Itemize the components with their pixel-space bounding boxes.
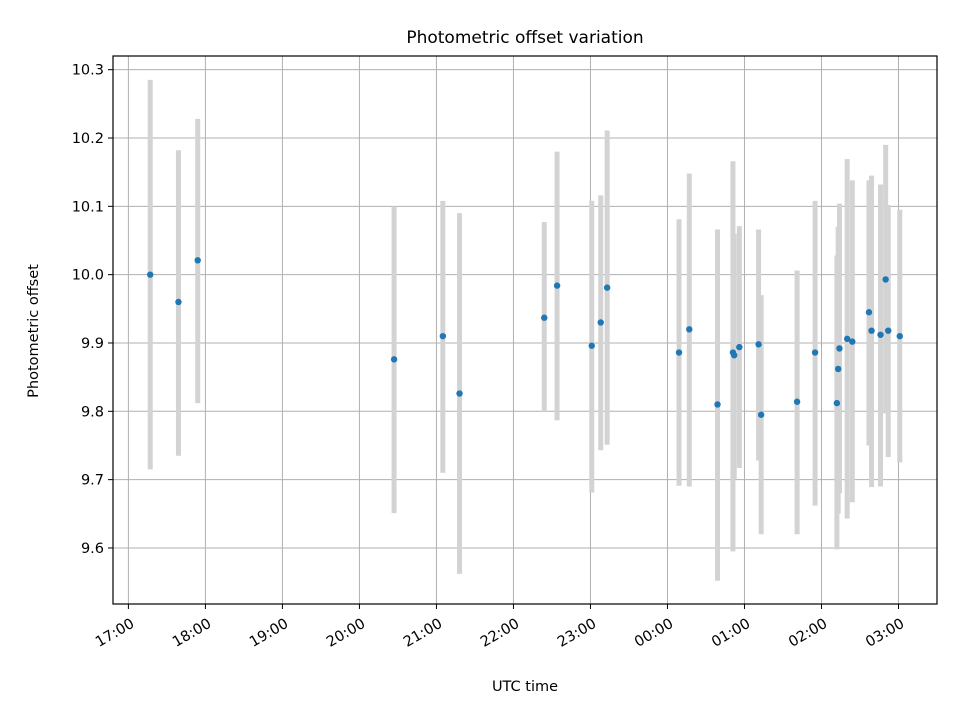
data-point [390, 356, 398, 363]
data-point [833, 399, 841, 407]
data-point [714, 401, 721, 408]
plot-frame [112, 55, 938, 605]
data-point [882, 276, 889, 283]
data-point [811, 349, 819, 356]
y-axis-title: Photometric offset [26, 264, 42, 398]
data-point [675, 349, 683, 356]
data-point [736, 343, 743, 351]
data-point [877, 331, 884, 338]
data-point [896, 332, 903, 340]
data-point [731, 352, 738, 359]
y-tick-label: 10.0 [72, 268, 104, 284]
data-point [843, 335, 851, 343]
data-point [865, 309, 873, 316]
data-point [541, 314, 548, 321]
data-point [755, 341, 762, 348]
data-point [757, 411, 765, 418]
x-axis-title: UTC time [492, 679, 558, 695]
data-point [175, 298, 182, 306]
data-point [553, 282, 561, 289]
data-point [793, 398, 801, 405]
data-point [885, 327, 892, 334]
y-tick-label: 10.1 [72, 199, 104, 215]
chart-title: Photometric offset variation [406, 28, 643, 48]
y-tick-label: 9.9 [81, 336, 104, 352]
y-tick-label: 9.6 [81, 541, 104, 557]
data-point [194, 257, 201, 264]
data-point [868, 327, 875, 334]
y-tick-label: 10.3 [72, 63, 104, 79]
data-point [456, 390, 463, 397]
data-point [834, 365, 842, 373]
data-point [147, 271, 154, 278]
data-point [603, 284, 611, 291]
data-point [597, 319, 604, 326]
y-tick-label: 9.8 [81, 404, 104, 420]
data-points [147, 257, 903, 418]
data-point [588, 342, 595, 349]
y-tick-label: 10.2 [72, 131, 104, 147]
data-point [439, 332, 447, 340]
y-tick-label: 9.7 [81, 473, 104, 489]
y-ticks: 9.6 9.7 9.8 9.9 10.0 10.1 10.2 10.3 [72, 63, 113, 557]
data-point [849, 338, 856, 345]
data-point [686, 326, 693, 333]
data-point [836, 345, 843, 352]
